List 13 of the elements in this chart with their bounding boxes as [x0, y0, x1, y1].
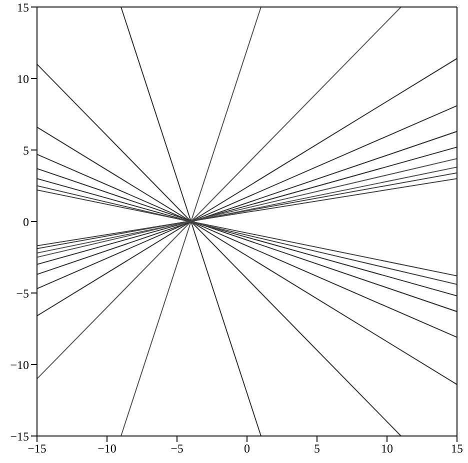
- y-tick-label: 10: [17, 72, 29, 86]
- y-tick-label: 15: [17, 0, 29, 14]
- y-tick-label: −15: [10, 429, 29, 444]
- x-tick-label: 5: [314, 442, 320, 456]
- x-tick-label: 0: [244, 442, 250, 456]
- x-tick-label: 10: [381, 442, 393, 456]
- y-tick-label: −5: [16, 286, 29, 300]
- y-tick-label: 5: [23, 143, 29, 158]
- y-tick-label: −10: [10, 358, 29, 372]
- x-tick-label: −10: [98, 442, 116, 456]
- x-tick-label: 15: [451, 442, 463, 456]
- y-tick-label: 0: [23, 214, 29, 229]
- x-tick-label: −5: [170, 442, 184, 456]
